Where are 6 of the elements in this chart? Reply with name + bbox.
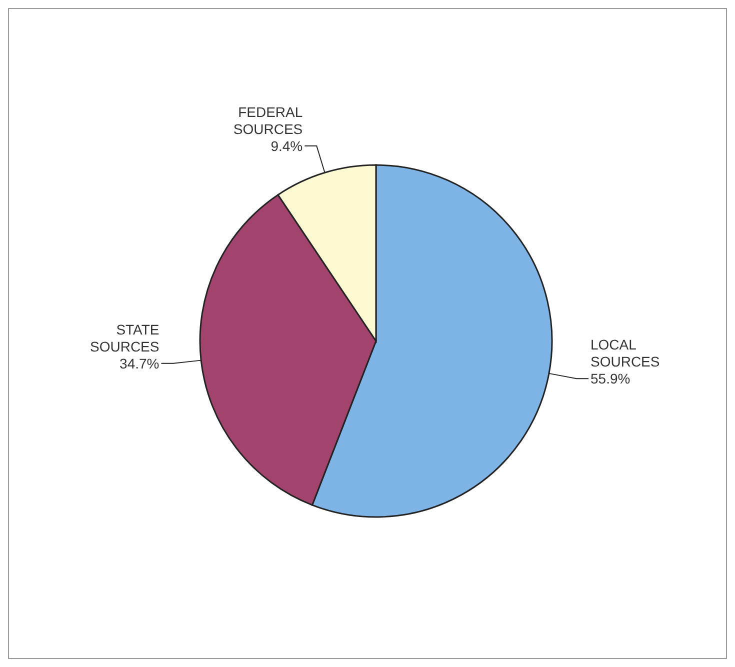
data-label: 9.4%	[270, 138, 303, 154]
slice-label: FEDERAL SOURCES	[233, 104, 303, 137]
data-label: 34.7%	[120, 355, 160, 372]
slice-label: LOCAL SOURCES	[590, 336, 660, 370]
data-label: 55.9%	[590, 370, 630, 387]
slice-label: STATE SOURCES	[90, 321, 160, 354]
